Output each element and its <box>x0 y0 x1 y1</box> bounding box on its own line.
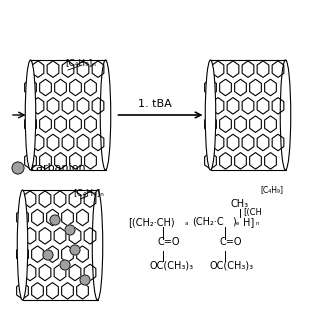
Circle shape <box>65 225 75 235</box>
Text: 1. tBA: 1. tBA <box>138 99 172 109</box>
Text: [C₄H₉]: [C₄H₉] <box>260 185 283 194</box>
Circle shape <box>12 162 24 174</box>
Text: [(CH: [(CH <box>243 208 262 217</box>
Text: ₐ: ₐ <box>185 218 188 227</box>
Circle shape <box>70 245 80 255</box>
Text: ₑ: ₑ <box>236 218 239 227</box>
Text: [(CH₂·CH): [(CH₂·CH) <box>128 217 175 227</box>
Ellipse shape <box>205 60 216 170</box>
Text: [C₄H₉]ₙ: [C₄H₉]ₙ <box>73 188 104 197</box>
Text: (CH₂·C: (CH₂·C <box>192 217 224 227</box>
Text: ₙ: ₙ <box>255 218 258 227</box>
Text: CH₃: CH₃ <box>231 199 249 209</box>
Ellipse shape <box>17 190 28 300</box>
Text: ): ) <box>232 217 236 227</box>
Text: C=O: C=O <box>157 237 180 247</box>
Text: carbanion: carbanion <box>30 163 86 173</box>
Circle shape <box>50 215 60 225</box>
Text: C=O: C=O <box>219 237 242 247</box>
Text: [C₄H₉]ₙ: [C₄H₉]ₙ <box>65 58 96 67</box>
Text: OC(CH₃)₃: OC(CH₃)₃ <box>149 261 193 271</box>
Text: OC(CH₃)₃: OC(CH₃)₃ <box>210 261 254 271</box>
Circle shape <box>60 260 70 270</box>
Circle shape <box>43 250 53 260</box>
Circle shape <box>80 275 90 285</box>
Text: H]: H] <box>243 217 254 227</box>
Ellipse shape <box>25 60 36 170</box>
